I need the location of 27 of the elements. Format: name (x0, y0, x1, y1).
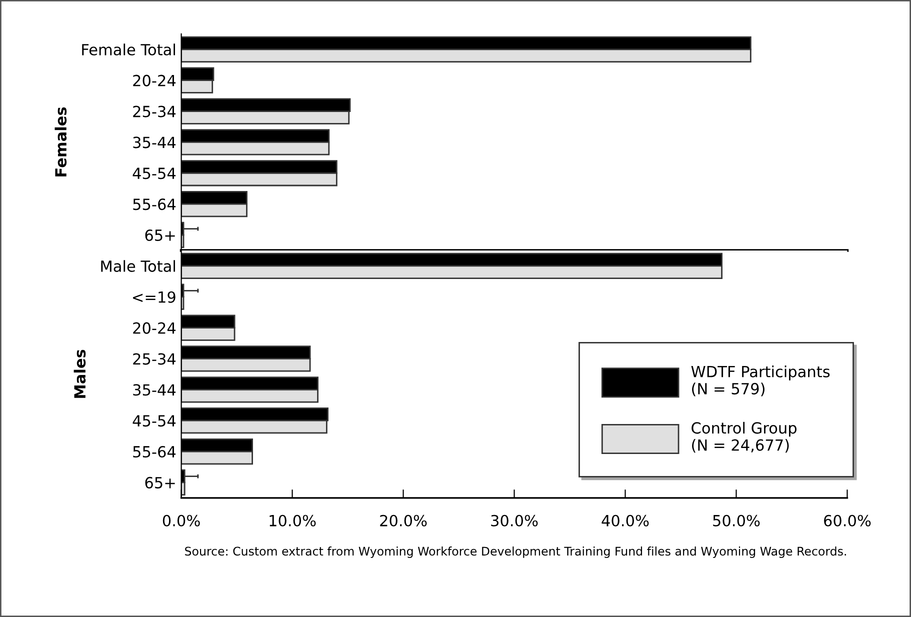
y-tick-label: Female Total (82, 44, 175, 56)
x-tick-label: 0.0% (162, 514, 200, 526)
y-tick-label: <=19 (133, 291, 176, 303)
y-tick-label: 20-24 (133, 322, 176, 334)
x-tick-label: 60.0% (824, 514, 871, 526)
y-tick-label: 35-44 (133, 136, 176, 148)
legend-label: WDTF Participants (N = 579) (691, 366, 830, 396)
x-tick-label: 50.0% (713, 514, 760, 526)
source-note: Source: Custom extract from Wyoming Workforce Development Training Fund files and Wyoming Wage Records. (185, 546, 846, 558)
legend-label: Control Group (N = 24,677) (692, 422, 796, 453)
y-tick-label: 25-34 (133, 106, 176, 118)
y-tick-label: 20-24 (133, 74, 176, 86)
x-tick-label: 10.0% (270, 514, 316, 526)
x-tick-label: 40.0% (602, 514, 649, 526)
y-axis-title: Females (54, 107, 67, 176)
y-tick-label: 45-54 (132, 168, 176, 180)
y-tick-label: 45-54 (132, 415, 176, 427)
x-tick-label: 20.0% (380, 514, 427, 526)
y-tick-label: 35-44 (133, 384, 176, 396)
y-tick-label: 65+ (145, 476, 175, 488)
y-tick-label: Male Total (101, 260, 175, 272)
y-tick-label: 55-64 (133, 446, 176, 458)
y-axis-title: Males (74, 350, 86, 398)
x-tick-label: 30.0% (491, 514, 538, 526)
y-tick-label: 65+ (145, 229, 175, 242)
y-tick-label: 25-34 (133, 353, 176, 365)
y-tick-label: 55-64 (133, 198, 176, 210)
